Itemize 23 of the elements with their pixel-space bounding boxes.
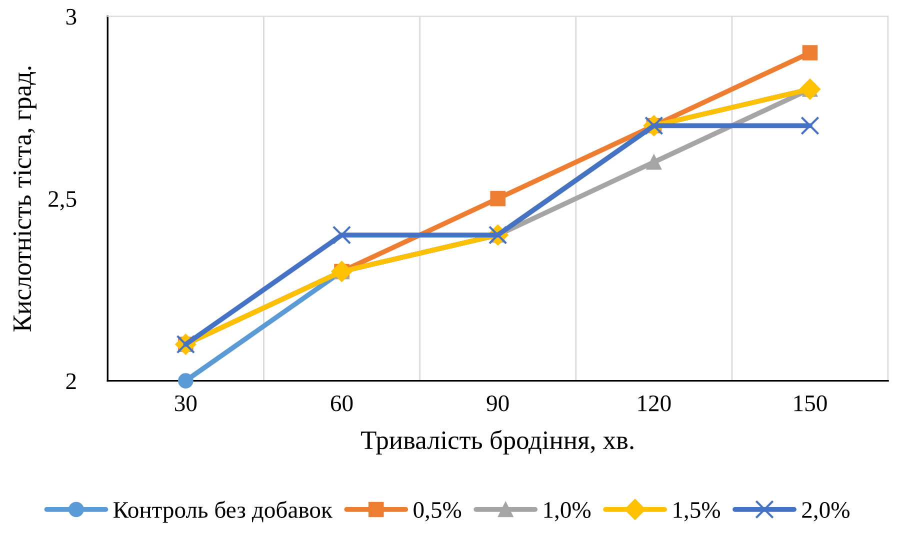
legend-label: 1,5%: [674, 502, 720, 522]
x-tick-label: 30: [175, 395, 197, 412]
point: [331, 260, 352, 282]
x-tick-label: 60: [330, 395, 353, 412]
point: [800, 116, 820, 136]
x-tick-label: 150: [794, 395, 827, 412]
legend-label: 0,5%: [414, 502, 462, 522]
x-tick-label: 120: [638, 395, 671, 412]
legend-label: 1,0%: [544, 502, 591, 522]
y-tick-label: 2: [66, 373, 76, 389]
x-axis-title: Тривалість бродіння, хв.: [361, 430, 634, 454]
legend-label: 2,0%: [802, 502, 850, 522]
point: [799, 78, 821, 100]
y-tick-label: 3: [66, 8, 76, 25]
point: [178, 373, 194, 388]
y-axis-title: Кислотність тіста, град.: [13, 66, 36, 332]
x-tick-label: 90: [486, 395, 509, 412]
point: [332, 226, 352, 244]
legend-label: Контроль без добавок: [113, 500, 332, 523]
point: [646, 154, 662, 170]
y-tick-label: 2,5: [48, 191, 76, 210]
point: [490, 190, 506, 206]
point: [802, 45, 818, 60]
